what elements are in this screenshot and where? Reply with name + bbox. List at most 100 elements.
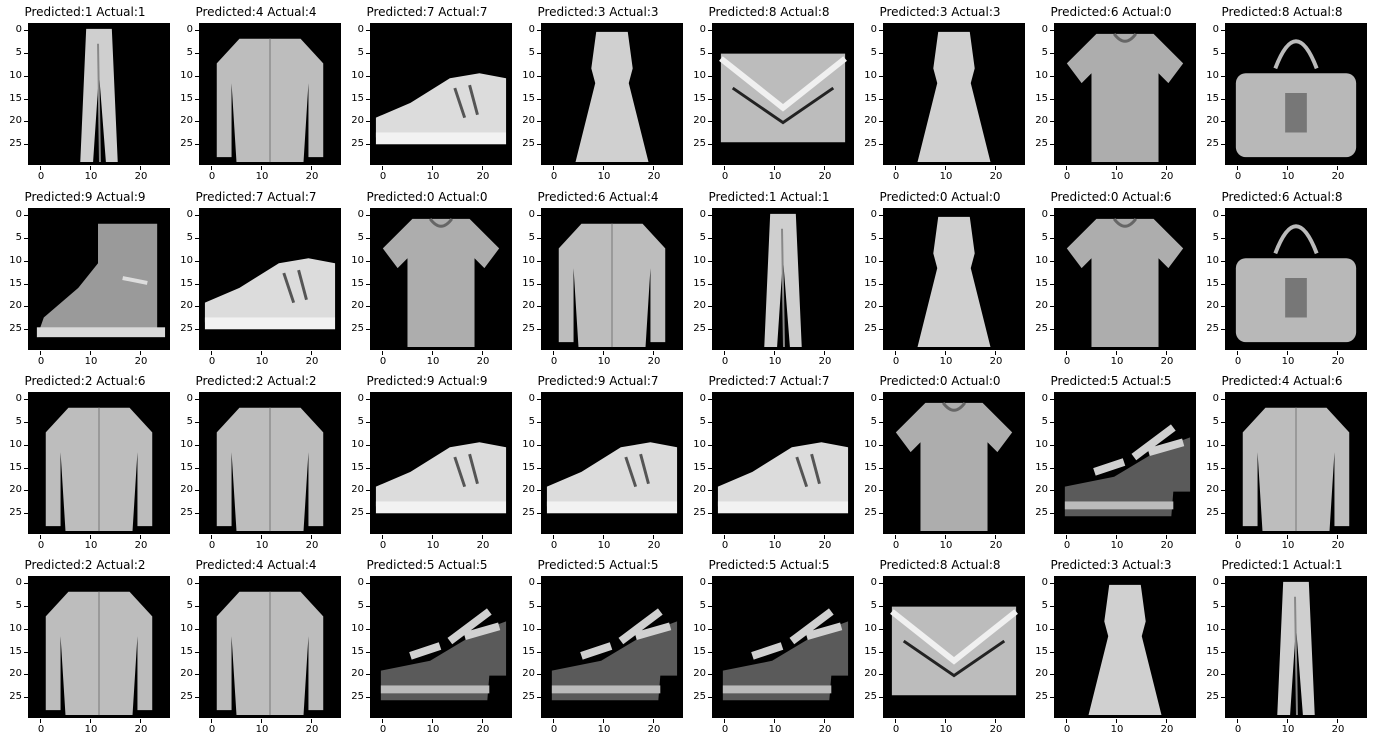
clothing-image xyxy=(199,392,341,534)
clothing-image xyxy=(712,208,854,350)
x-tick-label: 20 xyxy=(1327,724,1349,736)
y-tick-label: 15 xyxy=(1203,462,1219,474)
x-tick-label: 0 xyxy=(372,540,394,552)
x-tick-label: 10 xyxy=(1106,540,1128,552)
y-tick-label: 15 xyxy=(6,646,22,658)
y-tick-label: 15 xyxy=(6,278,22,290)
y-tick-label: 5 xyxy=(861,232,877,244)
x-tick-label: 0 xyxy=(885,171,907,183)
x-tick-label: 0 xyxy=(885,540,907,552)
y-tick-label: 25 xyxy=(1032,138,1048,150)
y-tick-label: 20 xyxy=(348,484,364,496)
y-tick-label: 0 xyxy=(1032,577,1048,589)
y-tick-label: 25 xyxy=(1203,138,1219,150)
panel-title: Predicted:5 Actual:5 xyxy=(342,557,512,573)
y-tick-label: 0 xyxy=(177,209,193,221)
y-tick-label: 10 xyxy=(690,439,706,451)
x-tick-label: 20 xyxy=(814,356,836,368)
x-tick-label: 10 xyxy=(80,171,102,183)
x-tick-label: 20 xyxy=(1156,724,1178,736)
y-tick-label: 10 xyxy=(861,70,877,82)
y-tick-label: 25 xyxy=(6,138,22,150)
x-tick-label: 10 xyxy=(1277,724,1299,736)
y-tick-label: 20 xyxy=(690,300,706,312)
panel-title: Predicted:1 Actual:1 xyxy=(0,4,170,20)
x-tick-label: 0 xyxy=(1056,171,1078,183)
y-tick-label: 15 xyxy=(177,93,193,105)
x-tick-label: 0 xyxy=(1056,724,1078,736)
y-tick-label: 20 xyxy=(177,668,193,680)
x-tick-label: 0 xyxy=(1056,540,1078,552)
y-tick-label: 20 xyxy=(348,115,364,127)
y-tick-label: 0 xyxy=(177,393,193,405)
panel-title: Predicted:6 Actual:8 xyxy=(1197,189,1367,205)
x-tick-label: 0 xyxy=(543,356,565,368)
x-tick-label: 10 xyxy=(1106,171,1128,183)
y-tick-label: 0 xyxy=(177,577,193,589)
prediction-panel: Predicted:5 Actual:5 0 5 10 15 20 25 0 10 20 xyxy=(513,557,683,741)
y-tick-label: 15 xyxy=(519,93,535,105)
prediction-panel: Predicted:8 Actual:8 0 5 10 15 20 25 0 10 20 xyxy=(684,4,854,188)
x-tick-label: 10 xyxy=(935,724,957,736)
prediction-panel: Predicted:2 Actual:2 0 5 10 15 20 25 0 10 20 xyxy=(171,373,341,557)
y-tick-label: 25 xyxy=(1203,691,1219,703)
y-tick-label: 5 xyxy=(177,232,193,244)
y-tick-label: 20 xyxy=(861,668,877,680)
x-tick-label: 0 xyxy=(201,171,223,183)
x-tick-label: 0 xyxy=(714,356,736,368)
x-tick-label: 20 xyxy=(130,171,152,183)
x-tick-label: 20 xyxy=(1156,171,1178,183)
clothing-image xyxy=(28,23,170,165)
y-tick-label: 25 xyxy=(348,138,364,150)
x-tick-label: 0 xyxy=(543,540,565,552)
x-tick-label: 20 xyxy=(985,540,1007,552)
prediction-panel: Predicted:5 Actual:5 0 5 10 15 20 25 0 10 20 xyxy=(1026,373,1196,557)
y-tick-label: 5 xyxy=(6,416,22,428)
clothing-image xyxy=(370,208,512,350)
x-tick-label: 10 xyxy=(764,356,786,368)
y-tick-label: 10 xyxy=(519,255,535,267)
y-tick-label: 5 xyxy=(519,232,535,244)
x-tick-label: 10 xyxy=(251,724,273,736)
x-tick-label: 20 xyxy=(472,540,494,552)
y-tick-label: 0 xyxy=(1032,24,1048,36)
x-tick-label: 0 xyxy=(201,356,223,368)
y-tick-label: 10 xyxy=(1203,70,1219,82)
y-tick-label: 5 xyxy=(1203,232,1219,244)
y-tick-label: 15 xyxy=(519,278,535,290)
y-tick-label: 0 xyxy=(1203,209,1219,221)
y-tick-label: 5 xyxy=(1032,416,1048,428)
panel-title: Predicted:5 Actual:5 xyxy=(684,557,854,573)
y-tick-label: 0 xyxy=(1203,577,1219,589)
y-tick-label: 25 xyxy=(6,323,22,335)
y-tick-label: 25 xyxy=(177,138,193,150)
y-tick-label: 20 xyxy=(6,484,22,496)
y-tick-label: 25 xyxy=(519,323,535,335)
y-tick-label: 0 xyxy=(690,24,706,36)
panel-title: Predicted:8 Actual:8 xyxy=(1197,4,1367,20)
y-tick-label: 10 xyxy=(690,255,706,267)
clothing-image xyxy=(199,576,341,718)
y-tick-label: 25 xyxy=(690,507,706,519)
y-tick-label: 0 xyxy=(6,393,22,405)
y-tick-label: 20 xyxy=(177,115,193,127)
y-tick-label: 5 xyxy=(1032,47,1048,59)
y-tick-label: 0 xyxy=(690,393,706,405)
x-tick-label: 20 xyxy=(814,540,836,552)
clothing-image xyxy=(1225,392,1367,534)
y-tick-label: 20 xyxy=(6,115,22,127)
y-tick-label: 25 xyxy=(348,691,364,703)
y-tick-label: 5 xyxy=(861,600,877,612)
clothing-image xyxy=(370,23,512,165)
y-tick-label: 15 xyxy=(690,93,706,105)
panel-title: Predicted:1 Actual:1 xyxy=(1197,557,1367,573)
y-tick-label: 25 xyxy=(519,507,535,519)
y-tick-label: 5 xyxy=(690,232,706,244)
clothing-image xyxy=(370,576,512,718)
y-tick-label: 10 xyxy=(6,439,22,451)
x-tick-label: 0 xyxy=(372,171,394,183)
y-tick-label: 5 xyxy=(348,47,364,59)
prediction-panel: Predicted:4 Actual:6 0 5 10 15 20 25 0 10 20 xyxy=(1197,373,1367,557)
y-tick-label: 5 xyxy=(519,47,535,59)
y-tick-label: 20 xyxy=(690,668,706,680)
